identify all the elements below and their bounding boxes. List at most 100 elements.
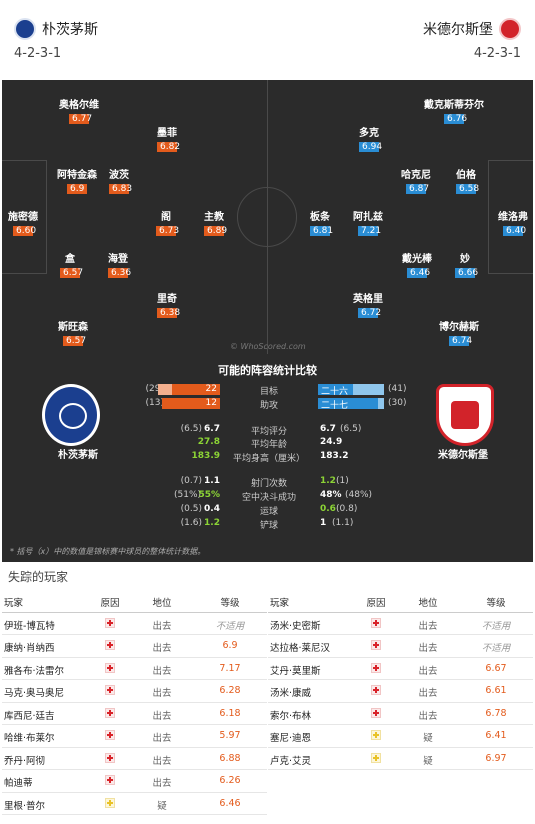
player-name[interactable]: 卢克·艾灵 [270,755,312,767]
player-name[interactable]: 达拉格·莱尼汉 [270,643,331,654]
away-value: 0.6 [320,504,336,514]
home-big-crest-icon [42,384,100,446]
player-name[interactable]: 乔丹·阿彻 [4,755,46,767]
doubtful-icon [371,730,381,740]
home-prev-value: (0.7) [180,476,202,486]
player-name[interactable]: 康纳·肖纳西 [4,643,55,654]
player-name[interactable]: 伊班-博瓦特 [4,620,55,632]
player-status: 疑 [157,800,167,812]
home-player[interactable]: 海登 6.36 [108,254,132,278]
injury-icon [371,707,381,718]
col-reason[interactable]: 原因 [366,598,386,609]
player-name[interactable]: 塞尼·迪恩 [270,733,312,744]
player-status: 出去 [152,733,172,744]
col-reason[interactable]: 原因 [100,598,120,609]
table-row: 乔丹·阿彻 出去 6.88 [2,748,267,770]
away-crest-icon [499,18,521,40]
stat-label: 平均身高（厘米） [232,454,305,464]
player-name[interactable]: 汤米·史密斯 [270,620,321,632]
col-position[interactable]: 地位 [418,598,438,609]
home-player[interactable]: 斯旺森 6.57 [58,322,88,346]
col-position[interactable]: 地位 [152,598,172,609]
home-prev-value: (13) [145,398,164,408]
away-player[interactable]: 伯格 6.58 [456,170,480,194]
away-value: 1 [320,518,327,528]
injury-icon [105,730,115,740]
doubtful-icon [105,797,115,808]
stat-label: 助攻 [259,401,278,411]
player-rating: 6.88 [219,752,241,764]
stat-row: (0.5) 0.4 运球 0.6 (0.8) [2,504,533,517]
home-player[interactable]: 施密德 6.60 [8,212,38,236]
away-player[interactable]: 妙 6.66 [455,250,478,278]
player-rating: 6.46 [219,797,241,809]
home-player[interactable]: 主教 6.89 [204,212,228,236]
home-bar: 12 [162,398,220,409]
stat-label: 目标 [259,387,278,397]
home-team-header[interactable]: 朴茨茅斯 [14,18,98,40]
stat-label: 平均年龄 [250,440,287,450]
col-player[interactable]: 玩家 [270,598,290,609]
center-circle [237,187,297,247]
away-player[interactable]: 戴克斯蒂芬尔 6.76 [424,100,484,124]
col-player[interactable]: 玩家 [4,598,24,609]
away-player[interactable]: 博尔赫斯 6.74 [439,322,479,346]
player-name[interactable]: 雅各布·法雷尔 [4,665,65,677]
table-row: 雅各布·法雷尔 出去 7.17 [2,658,267,680]
away-missing-table: 玩家 原因 地位 等级 汤米·史密斯 出去 不适用 达拉格·莱尼汉 出去 不适用 艾丹·… [268,590,533,770]
away-value: 6.7 [320,424,336,434]
home-player[interactable]: 阿特金森 6.9 [57,170,97,194]
home-player[interactable]: 奥格尔维 6.77 [59,100,99,124]
comparison-away-name: 米德尔斯堡 [438,450,488,461]
table-row: 马克·奥马奥尼 出去 6.28 [2,680,267,703]
table-row: 汤米·史密斯 出去 不适用 [268,613,533,635]
injury-icon [105,685,115,695]
away-prev-value: (30) [388,398,407,408]
table-row: 库西尼·廷吉 出去 6.18 [2,703,267,725]
home-player[interactable]: 里奇 6.38 [157,294,181,318]
stat-row-assists: (13) 12 助攻 二十七 (30) [2,398,533,411]
player-name[interactable]: 帕迪蒂 [4,778,33,789]
injury-icon [105,707,115,718]
player-rating: 5.97 [219,730,241,741]
col-rating[interactable]: 等级 [486,598,506,609]
away-player[interactable]: 阿扎兹 7.21 [353,212,383,236]
player-rating: 不适用 [481,620,511,632]
player-name[interactable]: 马克·奥马奥尼 [4,688,65,699]
stat-row-goals: (29) 22 目标 二十六 (41) [2,384,533,397]
away-team-name[interactable]: 米德尔斯堡 [423,22,493,38]
stat-label: 空中决斗成功 [241,493,296,503]
away-value: 48% [320,490,342,500]
home-team-name[interactable]: 朴茨茅斯 [42,22,98,38]
home-player[interactable]: 盒 6.57 [60,250,83,278]
away-player[interactable]: 戴光棒 6.46 [402,254,432,278]
away-player[interactable]: 哈克尼 6.87 [401,170,431,194]
away-player[interactable]: 英格里 6.72 [353,294,383,318]
player-name[interactable]: 里根·普尔 [4,800,46,812]
player-name[interactable]: 索尔·布林 [270,710,312,722]
player-name[interactable]: 艾丹·莫里斯 [270,665,321,677]
player-status: 疑 [423,733,433,744]
home-player[interactable]: 阁 6.73 [156,208,179,236]
table-row: 塞尼·迪恩 疑 6.41 [268,725,533,748]
player-rating: 不适用 [481,643,511,654]
home-player[interactable]: 墨菲 6.82 [157,128,181,152]
away-player[interactable]: 维洛弗 6.40 [498,212,528,236]
away-team-header[interactable]: 米德尔斯堡 [423,18,521,40]
player-name[interactable]: 哈维·布莱尔 [4,733,55,744]
stat-label: 平均评分 [250,427,287,437]
missing-players-title: 失踪的玩家 [8,570,69,584]
home-player[interactable]: 波茨 6.83 [109,170,133,194]
away-player[interactable]: 多克 6.94 [359,128,383,152]
home-formation: 4-2-3-1 [14,46,62,61]
left-penalty-box [2,160,47,274]
player-rating: 6.18 [219,707,241,719]
stat-label: 射门次数 [250,479,287,489]
player-name[interactable]: 汤米·康威 [270,688,312,699]
col-rating[interactable]: 等级 [220,598,240,609]
player-name[interactable]: 库西尼·廷吉 [4,710,55,722]
player-rating: 6.78 [485,707,507,719]
away-player[interactable]: 板条 6.81 [310,212,334,236]
stat-row: (51%) 55% 空中决斗成功 48% (48%) [2,490,533,503]
table-row: 里根·普尔 疑 6.46 [2,793,267,815]
